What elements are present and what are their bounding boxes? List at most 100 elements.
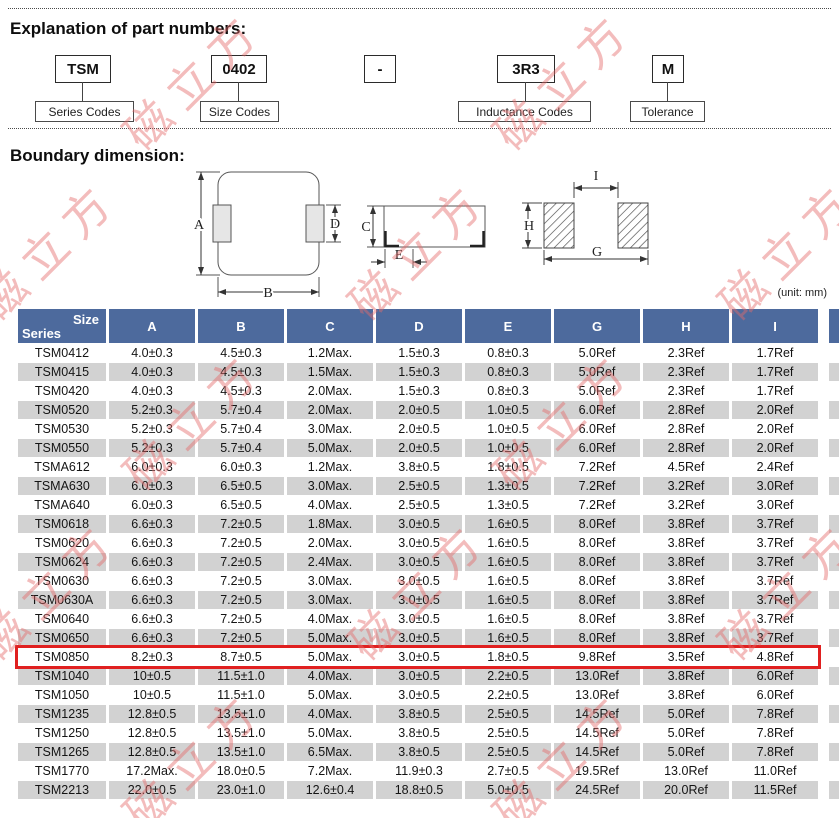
value-cell: 4.5±0.3	[220, 346, 262, 360]
value-cell: 2.0±0.5	[376, 439, 462, 457]
value-cell: 1.6±0.5	[465, 553, 551, 571]
value-cell: 2.0±0.5	[398, 422, 440, 436]
value-cell: 2.3Ref	[667, 384, 705, 398]
value-cell: 11.5±1.0	[217, 688, 265, 702]
series-cell: TSMA612	[34, 460, 90, 474]
value-cell: 13.5±1.0	[216, 726, 266, 740]
table-row: TSM1050 10±0.5 11.5±1.0 5.0Max. 3.0±0.5 2.2±0…	[18, 686, 818, 704]
value-cell: 6.6±0.3	[109, 515, 195, 533]
value-cell: 3.8Ref	[643, 629, 729, 647]
value-cell: 2.0Ref	[732, 439, 818, 457]
value-cell: 10±0.5	[132, 688, 172, 702]
value-cell: 8.0Ref	[554, 591, 640, 609]
value-cell: 3.0±0.5	[376, 667, 462, 685]
value-cell: 3.0±0.5	[398, 536, 440, 550]
value-cell: 5.0Max.	[287, 629, 373, 647]
dimensions-table: Size Series A B C D E G H I TSM0412 4.0±0…	[15, 308, 821, 800]
section-separator-top	[8, 8, 831, 9]
value-cell: 1.8±0.5	[487, 460, 529, 474]
value-cell: 3.0Ref	[732, 477, 818, 495]
series-cell: TSM1265	[18, 743, 106, 761]
value-cell: 3.7Ref	[756, 536, 794, 550]
dim-label-e: E	[395, 248, 404, 263]
series-cell: TSM0630A	[18, 591, 106, 609]
dim-label-a: A	[194, 218, 205, 233]
table-row: TSM0550 5.2±0.3 5.7±0.4 5.0Max. 2.0±0.5 1.0±0…	[18, 439, 818, 457]
value-cell: 4.0Max.	[287, 667, 373, 685]
dim-label-g: G	[592, 245, 602, 260]
value-cell: 3.7Ref	[756, 612, 794, 626]
value-cell: 2.0Max.	[287, 401, 373, 419]
value-cell: 14.5Ref	[554, 743, 640, 761]
value-cell: 22.0±0.5	[109, 781, 195, 799]
value-cell: 12.8±0.5	[127, 726, 177, 740]
value-cell: 7.8Ref	[732, 743, 818, 761]
land-pattern-view	[522, 182, 649, 265]
value-cell: 19.5Ref	[575, 764, 619, 778]
value-cell: 2.2±0.5	[487, 688, 529, 702]
series-cell: TSM1040	[18, 667, 106, 685]
value-cell: 6.5Max.	[287, 743, 373, 761]
value-cell: 3.8Ref	[667, 612, 705, 626]
value-cell: 3.8Ref	[643, 591, 729, 609]
value-cell: 11.5±1.0	[198, 667, 284, 685]
value-cell: 4.8Ref	[756, 650, 794, 664]
value-cell: 3.8Ref	[643, 553, 729, 571]
value-cell: 3.7Ref	[732, 591, 818, 609]
value-cell: 1.8±0.5	[487, 650, 529, 664]
value-cell: 7.2±0.5	[198, 629, 284, 647]
value-cell: 2.5±0.5	[376, 477, 462, 495]
table-row: TSM2213 22.0±0.5 23.0±1.0 12.6±0.4 18.8±0.5 5…	[18, 781, 818, 799]
value-cell: 1.2Max.	[307, 346, 353, 360]
value-cell: 0.8±0.3	[465, 363, 551, 381]
value-cell: 2.2±0.5	[465, 667, 551, 685]
value-cell: 7.8Ref	[732, 705, 818, 723]
value-cell: 8.0Ref	[578, 536, 616, 550]
value-cell: 3.0Max.	[287, 477, 373, 495]
value-cell: 7.2±0.5	[220, 574, 262, 588]
column-header-g: G	[554, 309, 640, 343]
value-cell: 6.6±0.3	[109, 591, 195, 609]
value-cell: 10±0.5	[109, 667, 195, 685]
value-cell: 6.6±0.3	[131, 536, 173, 550]
series-cell: TSM0530	[34, 422, 90, 436]
value-cell: 2.0Ref	[732, 401, 818, 419]
value-cell: 1.6±0.5	[465, 591, 551, 609]
value-cell: 13.0Ref	[554, 667, 640, 685]
value-cell: 2.0Max.	[307, 384, 353, 398]
value-cell: 5.0Ref	[554, 363, 640, 381]
value-cell: 3.0±0.5	[398, 612, 440, 626]
value-cell: 3.8±0.5	[398, 460, 440, 474]
table-row: TSM1235 12.8±0.5 13.5±1.0 4.0Max. 3.8±0.5 2.5…	[18, 705, 818, 723]
value-cell: 5.0Max.	[307, 726, 353, 740]
label-series-codes: Series Codes	[35, 101, 134, 122]
value-cell: 1.0±0.5	[465, 401, 551, 419]
value-cell: 9.8Ref	[578, 650, 616, 664]
value-cell: 11.9±0.3	[395, 764, 443, 778]
value-cell: 1.5±0.3	[376, 363, 462, 381]
value-cell: 12.8±0.5	[109, 743, 195, 761]
value-cell: 6.6±0.3	[109, 629, 195, 647]
value-cell: 3.0Max.	[287, 591, 373, 609]
value-cell: 5.0Max.	[287, 439, 373, 457]
value-cell: 7.2±0.5	[198, 515, 284, 533]
value-cell: 3.2Ref	[667, 498, 705, 512]
code-box-series: TSM	[55, 55, 111, 83]
value-cell: 1.5±0.3	[398, 346, 440, 360]
value-cell: 18.0±0.5	[216, 764, 266, 778]
value-cell: 2.5±0.5	[398, 498, 440, 512]
series-cell: TSMA640	[34, 498, 90, 512]
value-cell: 7.2Ref	[578, 498, 616, 512]
series-cell: TSM0624	[18, 553, 106, 571]
table-row: TSMA630 6.0±0.3 6.5±0.5 3.0Max. 2.5±0.5 1.3±0…	[18, 477, 818, 495]
table-row: TSM0415 4.0±0.3 4.5±0.3 1.5Max. 1.5±0.3 0.8±0…	[18, 363, 818, 381]
value-cell: 5.2±0.3	[131, 422, 173, 436]
boundary-dimension-heading: Boundary dimension:	[10, 146, 185, 165]
value-cell: 8.0Ref	[554, 629, 640, 647]
value-cell: 3.0±0.5	[376, 553, 462, 571]
value-cell: 4.0±0.3	[131, 384, 173, 398]
value-cell: 6.0±0.3	[109, 477, 195, 495]
table-row: TSM1770 17.2Max. 18.0±0.5 7.2Max. 11.9±0.3 2.…	[18, 762, 818, 780]
value-cell: 1.6±0.5	[465, 515, 551, 533]
